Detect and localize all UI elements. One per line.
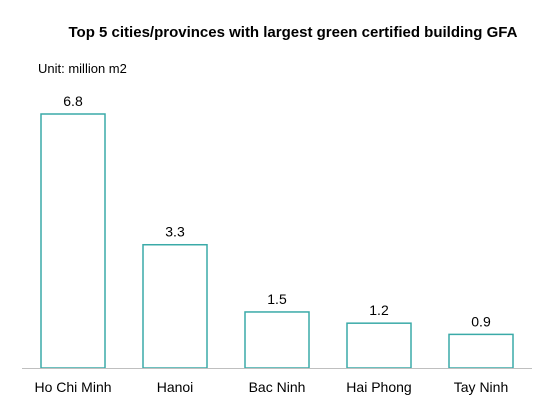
- data-label-1: 3.3: [165, 224, 185, 240]
- bar-0: [40, 113, 106, 369]
- bar-1: [142, 243, 208, 369]
- bar-3: [346, 322, 412, 369]
- value-labels-group: 6.8 3.3 1.5 1.2 0.9: [63, 93, 491, 329]
- category-label-3: Hai Phong: [346, 379, 411, 395]
- bar-2: [244, 311, 310, 369]
- category-labels-group: Ho Chi Minh Hanoi Bac Ninh Hai Phong Tay Nin…: [34, 379, 508, 395]
- bar-4: [448, 333, 514, 369]
- bars-group: [40, 113, 514, 369]
- chart-title: Top 5 cities/provinces with largest gree…: [69, 24, 518, 41]
- category-label-2: Bac Ninh: [249, 379, 306, 395]
- category-label-0: Ho Chi Minh: [34, 379, 111, 395]
- data-label-3: 1.2: [369, 302, 389, 318]
- data-label-0: 6.8: [63, 93, 83, 109]
- category-label-1: Hanoi: [157, 379, 194, 395]
- data-label-2: 1.5: [267, 291, 287, 307]
- category-label-4: Tay Ninh: [454, 379, 508, 395]
- data-label-4: 0.9: [471, 313, 491, 329]
- unit-label: Unit: million m2: [38, 61, 127, 76]
